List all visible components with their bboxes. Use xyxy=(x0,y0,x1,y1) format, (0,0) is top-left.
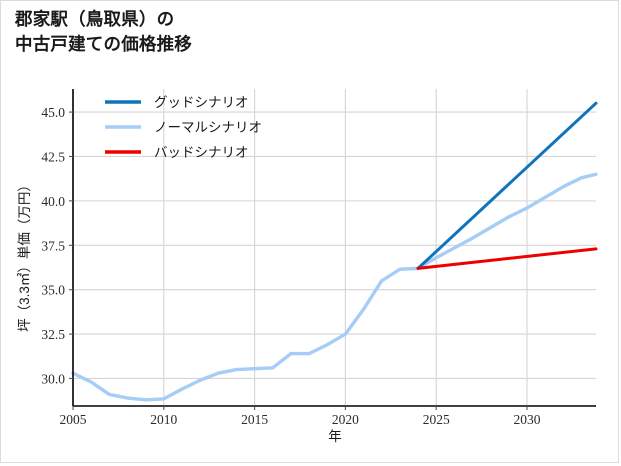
y-axis-title: 坪（3.3㎡）単価（万円） xyxy=(17,178,32,332)
x-tick-label: 2025 xyxy=(423,412,450,427)
y-tick-label: 37.5 xyxy=(41,238,65,253)
x-tick-label: 2030 xyxy=(513,412,540,427)
y-tick-label: 45.0 xyxy=(41,105,65,120)
x-axis-title: 年 xyxy=(328,429,342,444)
y-tick-label: 35.0 xyxy=(41,283,65,298)
gridlines xyxy=(72,89,596,406)
y-axis-tick-labels: 30.0 32.5 35.0 37.5 40.0 42.5 45.0 xyxy=(41,105,73,386)
x-tick-label: 2015 xyxy=(241,412,268,427)
x-tick-label: 2010 xyxy=(150,412,177,427)
series-line-good xyxy=(416,101,598,270)
legend-label-1: ノーマルシナリオ xyxy=(154,120,262,135)
y-tick-label: 42.5 xyxy=(41,149,65,164)
chart-title: 郡家駅（鳥取県）の 中古戸建ての価格推移 xyxy=(15,9,192,54)
x-tick-label: 2020 xyxy=(332,412,359,427)
series-line-bad xyxy=(416,247,598,270)
x-axis-tick-labels: 2005 2010 2015 2020 2025 2030 xyxy=(60,406,541,427)
series-line-normal xyxy=(71,172,598,402)
data-series-group xyxy=(71,101,598,402)
legend-label-2: バッドシナリオ xyxy=(154,145,249,160)
axis-spines xyxy=(72,89,596,407)
x-tick-label: 2005 xyxy=(60,412,87,427)
y-tick-label: 30.0 xyxy=(41,371,65,386)
legend-label-0: グッドシナリオ xyxy=(154,95,249,110)
y-tick-label: 32.5 xyxy=(41,327,65,342)
y-tick-label: 40.0 xyxy=(41,194,65,209)
